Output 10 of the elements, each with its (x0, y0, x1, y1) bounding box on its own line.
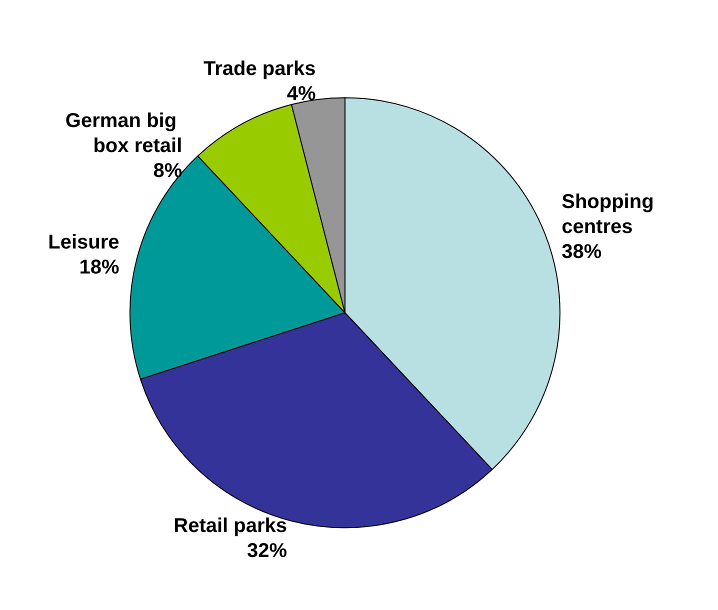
data-label: 4% (286, 83, 316, 106)
slice-label: Trade parks (203, 58, 316, 80)
slice-label: Shopping centres (562, 190, 660, 238)
data-label: 18% (79, 256, 120, 278)
data-label: 32% (246, 540, 288, 562)
slice-label: Leisure (48, 231, 120, 254)
data-label: 38% (562, 240, 602, 263)
slice-label: German big box retail (65, 110, 182, 158)
data-label: 8% (153, 160, 182, 182)
slice-label: Retail parks (174, 514, 288, 537)
